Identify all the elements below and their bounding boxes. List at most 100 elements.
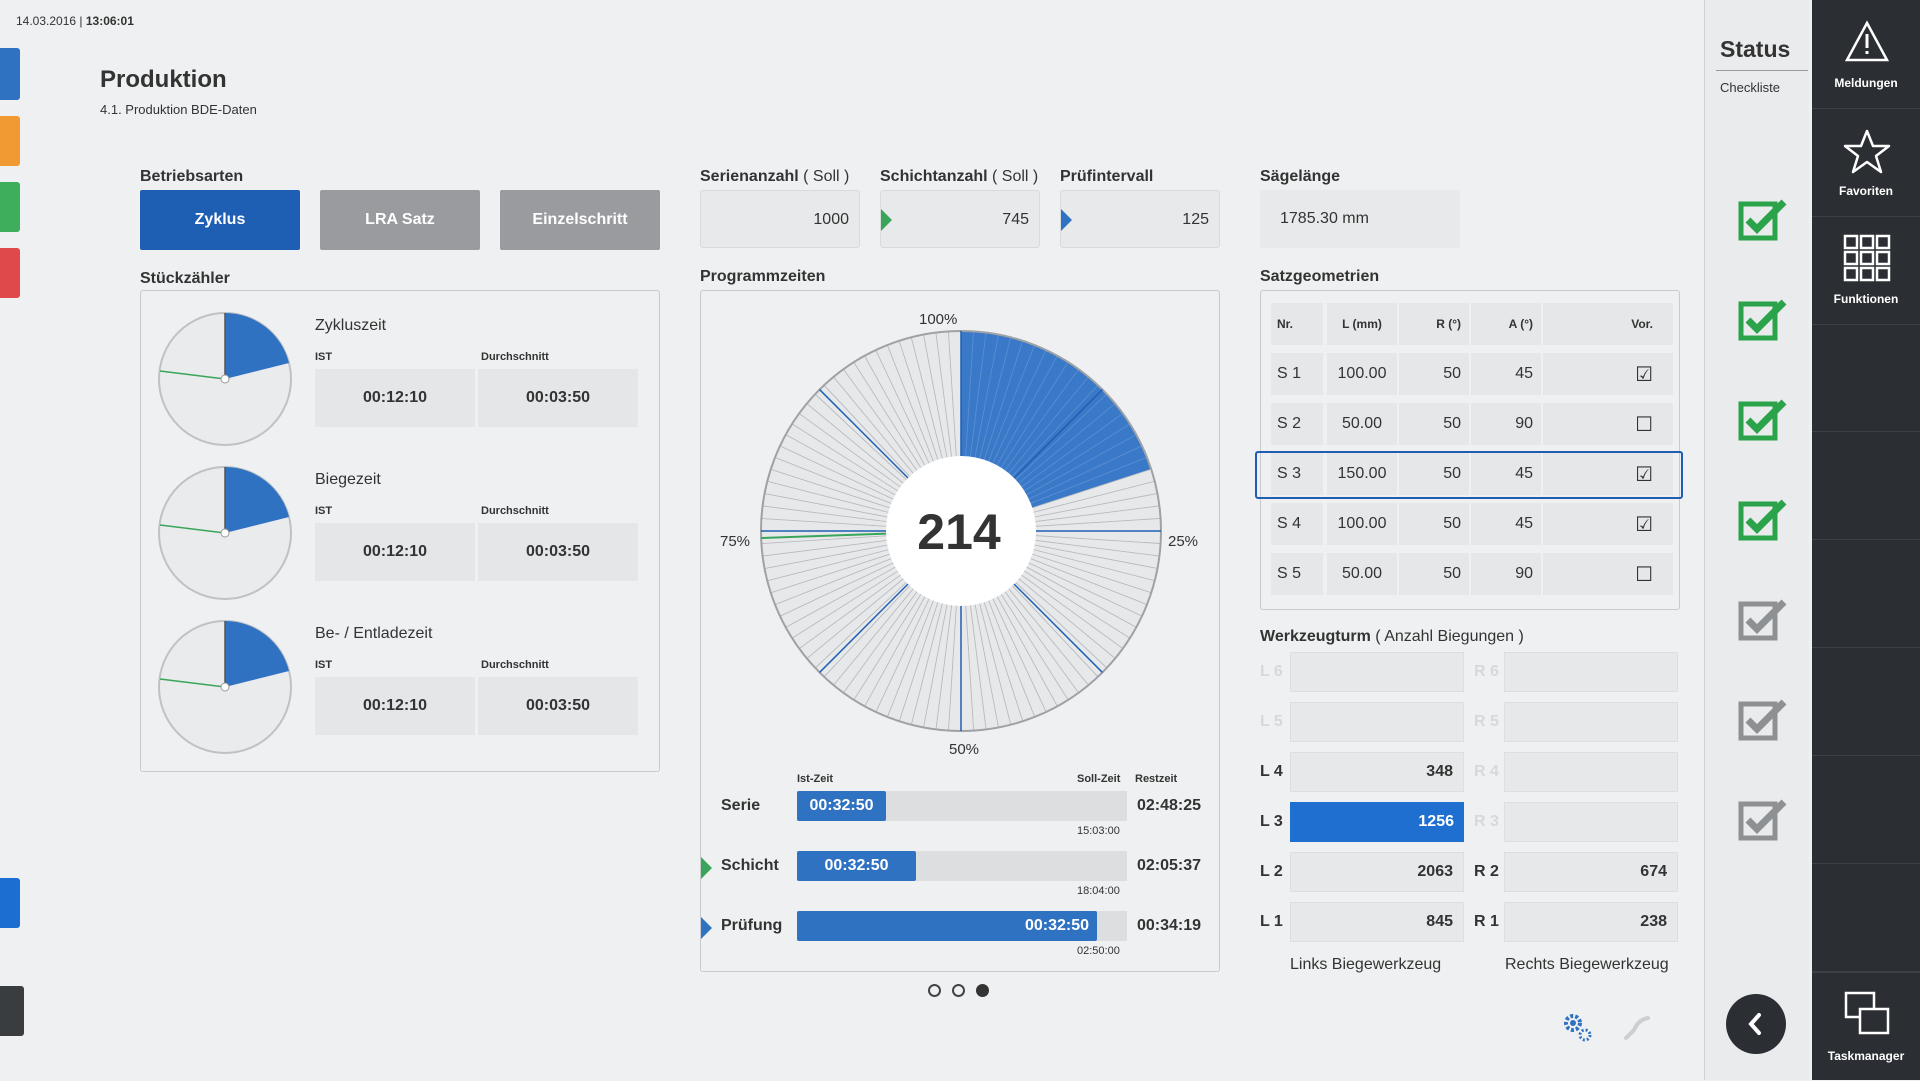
timeline-bar: 00:32:50 bbox=[797, 911, 1127, 941]
checklist-item[interactable] bbox=[1738, 198, 1790, 242]
edge-tab-green[interactable] bbox=[0, 182, 20, 232]
table-cell-l: 100.00 bbox=[1327, 503, 1397, 545]
tool-left-slot[interactable]: 1256 bbox=[1290, 802, 1464, 842]
taskmanager-icon bbox=[1844, 991, 1890, 1035]
tool-right-slot[interactable]: 674 bbox=[1504, 852, 1678, 892]
timeline-fill: 00:32:50 bbox=[797, 791, 886, 821]
table-cell-nr: S 5 bbox=[1271, 553, 1323, 595]
check-done-icon bbox=[1738, 299, 1787, 341]
edge-tab-blue[interactable] bbox=[0, 878, 20, 928]
sidebar-taskmanager[interactable]: Taskmanager bbox=[1812, 972, 1920, 1081]
pct-left: 75% bbox=[720, 533, 751, 550]
gears-icon[interactable] bbox=[1560, 1010, 1594, 1044]
check-pending-icon bbox=[1738, 799, 1787, 841]
table-cell-nr: S 3 bbox=[1271, 453, 1323, 495]
table-cell-nr: S 1 bbox=[1271, 353, 1323, 395]
checklist-item[interactable] bbox=[1738, 798, 1790, 842]
datetime: 14.03.2016 | 13:06:01 bbox=[16, 14, 134, 28]
sidebar-meldungen[interactable]: Meldungen bbox=[1812, 0, 1920, 109]
dial-center bbox=[886, 456, 1036, 606]
tool-left-slot[interactable]: 2063 bbox=[1290, 852, 1464, 892]
satzgeometrien-panel: Nr. L (mm) R (°) A (°) Vor. S 1 100.00 50 45 ☑ S 2… bbox=[1255, 290, 1683, 610]
sidebar-empty-slot bbox=[1812, 432, 1920, 540]
table-cell-r: 50 bbox=[1399, 503, 1469, 545]
table-header-cell: Vor. bbox=[1543, 303, 1673, 345]
timeline-row: Prüfung 00:32:50 02:50:00 00:34:19 bbox=[701, 911, 1221, 967]
sidebar-label-meldungen: Meldungen bbox=[1834, 76, 1898, 90]
schichtanzahl-field[interactable]: 745 bbox=[880, 190, 1040, 248]
table-cell-a: 45 bbox=[1471, 453, 1541, 495]
programmzeiten-label: Programmzeiten bbox=[700, 268, 826, 285]
page-dot-1[interactable] bbox=[928, 984, 941, 997]
tool-right-slot[interactable] bbox=[1504, 652, 1678, 692]
tool-left-slot[interactable] bbox=[1290, 652, 1464, 692]
right-sidebar bbox=[1812, 0, 1920, 1080]
collapse-button[interactable] bbox=[1726, 994, 1786, 1054]
table-row[interactable]: S 2 50.00 50 90 ☐ bbox=[1261, 403, 1681, 445]
zyklus-button[interactable]: Zyklus bbox=[140, 190, 300, 250]
table-row[interactable]: S 3 150.00 50 45 ☑ bbox=[1261, 453, 1681, 495]
tool-left-slot[interactable]: 845 bbox=[1290, 902, 1464, 942]
edge-tab-orange[interactable] bbox=[0, 116, 20, 166]
program-dial bbox=[760, 330, 1162, 732]
sidebar-favoriten[interactable]: Favoriten bbox=[1812, 108, 1920, 217]
tool-left-label: L 3 bbox=[1260, 813, 1283, 830]
ist-label: IST bbox=[315, 351, 333, 363]
lra-satz-button[interactable]: LRA Satz bbox=[320, 190, 480, 250]
einzelschritt-button[interactable]: Einzelschritt bbox=[500, 190, 660, 250]
page-title: Produktion bbox=[100, 66, 227, 93]
timeline-fill: 00:32:50 bbox=[797, 911, 1097, 941]
time: 13:06:01 bbox=[85, 14, 134, 28]
pruefintervall-field[interactable]: 125 bbox=[1060, 190, 1220, 248]
tool-right-slot[interactable] bbox=[1504, 702, 1678, 742]
check-done-icon bbox=[1738, 399, 1787, 441]
green-marker-icon bbox=[881, 209, 892, 231]
avg-label: Durchschnitt bbox=[481, 659, 549, 671]
links-biegewerkzeug-caption: Links Biegewerkzeug bbox=[1290, 956, 1442, 973]
checklist-item[interactable] bbox=[1738, 498, 1790, 542]
col-soll: Soll-Zeit bbox=[1077, 773, 1121, 785]
counter-dial bbox=[158, 312, 292, 446]
soll-time: 02:50:00 bbox=[1077, 945, 1120, 957]
tool-right-label: R 3 bbox=[1474, 813, 1499, 830]
edge-tab-red[interactable] bbox=[0, 248, 20, 298]
table-row[interactable]: S 4 100.00 50 45 ☑ bbox=[1261, 503, 1681, 545]
soll-time: 15:03:00 bbox=[1077, 825, 1120, 837]
status-divider bbox=[1716, 70, 1808, 71]
tool-right-slot[interactable]: 238 bbox=[1504, 902, 1678, 942]
date: 14.03.2016 | bbox=[16, 14, 83, 28]
edge-tab-blue-striped[interactable] bbox=[0, 48, 20, 100]
status-subtitle[interactable]: Checkliste bbox=[1720, 80, 1780, 95]
sidebar-empty-slot bbox=[1812, 324, 1920, 432]
avg-value: 00:03:50 bbox=[478, 369, 638, 427]
sidebar-funktionen[interactable]: Funktionen bbox=[1812, 216, 1920, 325]
pct-bottom: 50% bbox=[949, 741, 980, 758]
ist-value: 00:12:10 bbox=[315, 369, 475, 427]
saegelaenge-field[interactable]: 1785.30 mm bbox=[1260, 190, 1460, 248]
tool-left-slot[interactable] bbox=[1290, 702, 1464, 742]
table-cell-l: 50.00 bbox=[1327, 403, 1397, 445]
tool-right-slot[interactable] bbox=[1504, 752, 1678, 792]
bend-tool-icon[interactable] bbox=[1620, 1010, 1654, 1044]
tool-left-label: L 1 bbox=[1260, 913, 1283, 930]
pct-top: 100% bbox=[919, 311, 958, 328]
table-row[interactable]: S 1 100.00 50 45 ☑ bbox=[1261, 353, 1681, 395]
table-cell-r: 50 bbox=[1399, 553, 1469, 595]
table-cell-a: 45 bbox=[1471, 353, 1541, 395]
table-row[interactable]: S 5 50.00 50 90 ☐ bbox=[1261, 553, 1681, 595]
checklist-item[interactable] bbox=[1738, 598, 1790, 642]
serienanzahl-field[interactable]: 1000 bbox=[700, 190, 860, 248]
checklist-item[interactable] bbox=[1738, 398, 1790, 442]
page-dot-3[interactable] bbox=[976, 984, 989, 997]
checklist-item[interactable] bbox=[1738, 698, 1790, 742]
page-dot-2[interactable] bbox=[952, 984, 965, 997]
soll-time: 18:04:00 bbox=[1077, 885, 1120, 897]
row-marker-icon bbox=[701, 917, 712, 939]
table-cell-vor: ☐ bbox=[1543, 553, 1673, 595]
tool-right-label: R 4 bbox=[1474, 763, 1499, 780]
tool-right-slot[interactable] bbox=[1504, 802, 1678, 842]
tool-left-label: L 5 bbox=[1260, 713, 1283, 730]
checklist-item[interactable] bbox=[1738, 298, 1790, 342]
edge-tab-dark[interactable] bbox=[0, 986, 24, 1036]
tool-left-slot[interactable]: 348 bbox=[1290, 752, 1464, 792]
